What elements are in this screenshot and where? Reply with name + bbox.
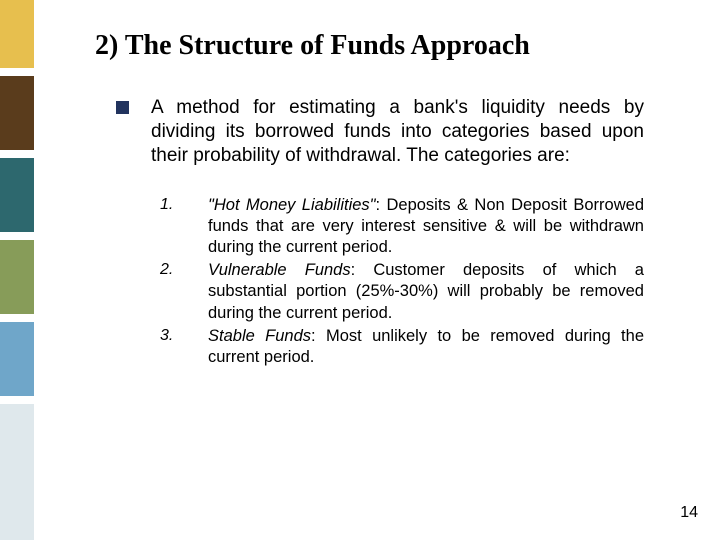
stripe <box>0 314 34 322</box>
stripe <box>0 150 34 158</box>
list-number: 1. <box>160 195 208 215</box>
slide-title: 2) The Structure of Funds Approach <box>95 30 530 62</box>
stripe <box>0 396 34 404</box>
list-body: "Hot Money Liabilities": Deposits & Non … <box>208 195 644 258</box>
stripe <box>0 76 34 150</box>
numbered-list: 1."Hot Money Liabilities": Deposits & No… <box>160 195 644 370</box>
list-item: 2.Vulnerable Funds: Customer deposits of… <box>160 260 644 323</box>
stripe <box>0 68 34 76</box>
stripe <box>0 232 34 240</box>
page-number: 14 <box>680 504 698 522</box>
stripe <box>0 158 34 232</box>
intro-block: A method for estimating a bank's liquidi… <box>116 96 644 167</box>
list-term: Stable Funds <box>208 327 311 345</box>
bullet-square-icon <box>116 101 129 114</box>
stripe <box>0 404 34 540</box>
list-body: Stable Funds: Most unlikely to be remove… <box>208 326 644 368</box>
stripe <box>0 322 34 396</box>
intro-text: A method for estimating a bank's liquidi… <box>151 96 644 167</box>
list-term: Vulnerable Funds <box>208 261 351 279</box>
stripe <box>0 0 34 68</box>
list-number: 2. <box>160 260 208 280</box>
list-item: 1."Hot Money Liabilities": Deposits & No… <box>160 195 644 258</box>
list-number: 3. <box>160 326 208 346</box>
list-term: "Hot Money Liabilities" <box>208 196 376 214</box>
stripe <box>0 240 34 314</box>
list-item: 3.Stable Funds: Most unlikely to be remo… <box>160 326 644 368</box>
list-body: Vulnerable Funds: Customer deposits of w… <box>208 260 644 323</box>
slide: 2) The Structure of Funds Approach A met… <box>0 0 720 540</box>
